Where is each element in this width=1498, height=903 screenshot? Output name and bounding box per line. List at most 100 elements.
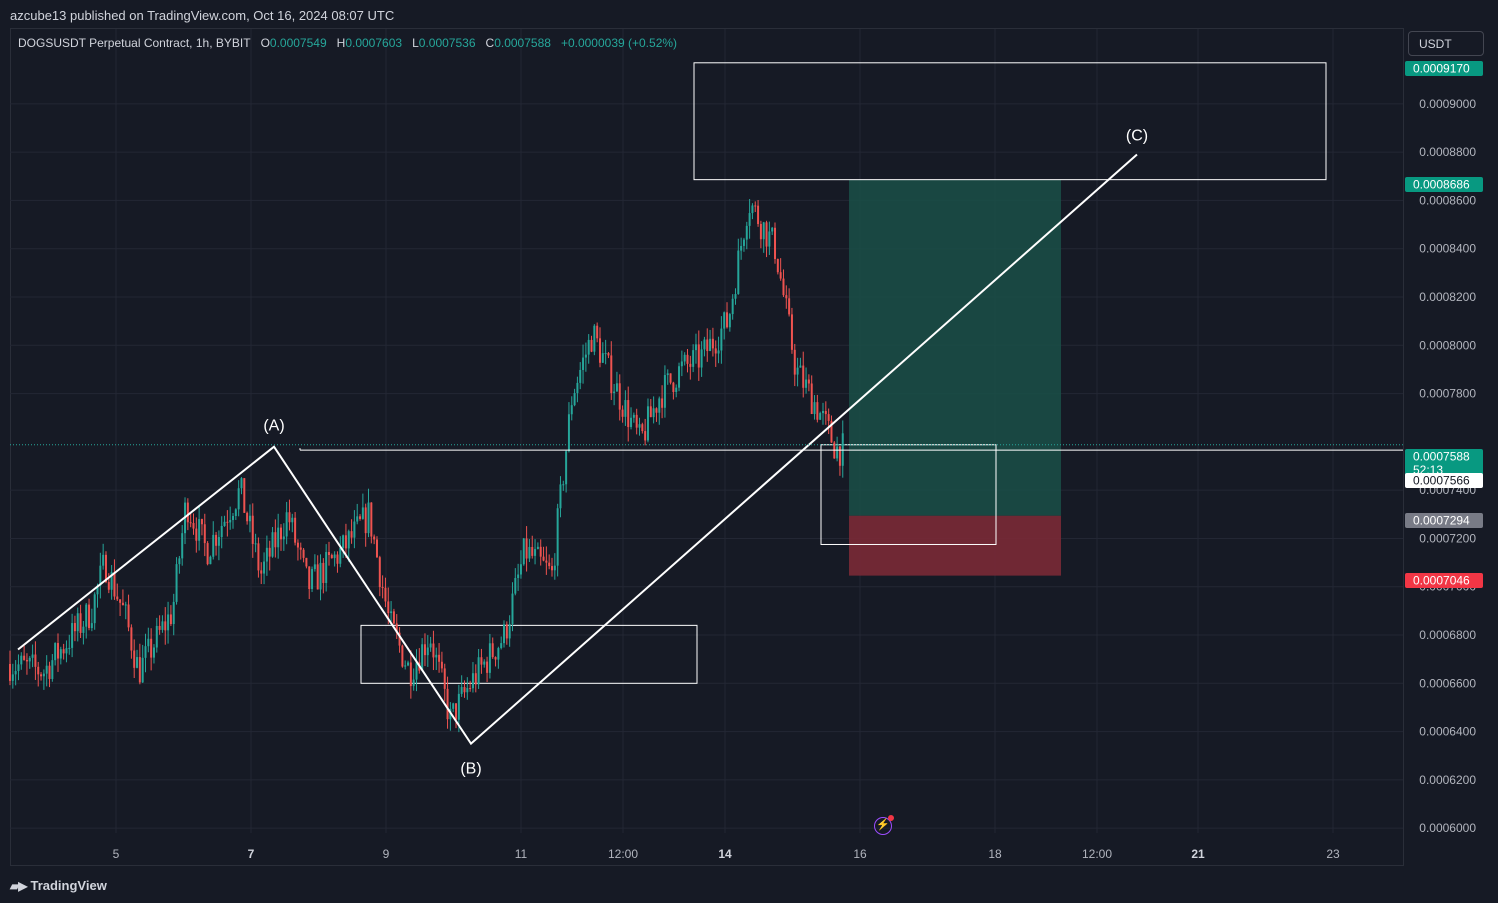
legend-high: 0.0007603 [345,36,403,50]
candle-body [308,566,311,589]
candle-body [813,402,816,415]
candle-body [367,502,370,534]
candle-body [327,552,330,556]
candle-body [655,408,658,413]
candle-body [734,294,737,299]
candle-body [740,245,743,251]
candle-body [788,298,791,315]
candle-body [562,484,565,486]
lightning-icon[interactable]: ⚡ [874,815,894,835]
candle-body [155,625,158,648]
price-label-value: 0.0008686 [1413,178,1470,192]
candle-body [172,601,175,625]
stop-zone [849,515,1061,576]
candle-body [638,424,641,428]
candle-body [274,532,277,548]
candle-body [42,673,45,677]
candle-body [37,666,40,675]
candle-body [426,647,429,656]
candle-body [714,348,717,354]
candle-body [463,687,466,693]
candle-body [666,373,669,376]
candle-body [415,662,418,680]
candle-body [344,535,347,549]
candle-body [356,516,359,522]
candle-body [339,547,342,564]
candle-body [421,644,424,671]
candle-body [387,601,390,614]
candle-body [641,424,644,432]
candle-body [333,554,336,559]
candle-body [268,547,271,557]
currency-selector[interactable]: USDT [1408,31,1484,56]
candle-body [757,205,760,224]
candle-body [23,655,26,660]
time-axis[interactable]: 5 7 9 11 12:00 14 16 18 12:00 21 23 [113,847,1340,861]
candle-body [779,272,782,279]
candle-body [765,222,768,247]
candle-body [782,278,785,296]
candle-body [584,354,587,358]
candle-body [353,521,356,538]
candle-body [412,679,415,687]
y-tick-label: 0.0006000 [1419,821,1476,835]
candle-body [553,565,556,571]
candle-body [672,382,675,393]
candle-body [632,414,635,418]
wave-label: (B) [460,761,481,778]
candle-body [195,528,198,541]
candle-body [164,621,167,631]
candle-body [322,562,325,584]
candle-body [85,604,88,627]
candle-body [189,522,192,524]
candle-body [141,657,144,683]
candle-body [604,353,607,355]
candle-body [229,520,232,523]
candle-body [830,420,833,443]
candle-body [395,623,398,633]
candle-body [192,523,195,529]
candle-body [570,405,573,415]
candle-body [203,524,206,544]
candle-body [14,670,17,675]
candle-body [838,446,841,466]
candle-body [514,578,517,594]
candle-body [381,587,384,589]
candle-body [28,657,31,662]
candle-body [401,645,404,667]
candle-body [474,673,477,685]
x-tick-label: 7 [248,847,255,861]
candle-body [62,649,65,654]
candle-body [305,557,308,567]
candle-body [45,665,48,674]
wave-drawings[interactable]: (A) (B) (C) [10,128,1403,778]
candle-body [505,624,508,639]
price-labels: 0.00091700.00086860.000758852:130.000756… [1405,61,1483,588]
y-tick-label: 0.0006600 [1419,676,1476,690]
candle-body [398,632,401,646]
candle-body [511,593,514,625]
tradingview-logo[interactable]: ▰▶ TradingView [10,878,107,893]
candle-body [751,205,754,214]
candle-body [807,379,810,384]
chart-pane[interactable] [10,28,1404,866]
candle-body [455,703,458,720]
candle-body [88,604,91,629]
candle-body [457,693,460,720]
candle-body [71,623,74,648]
candle-body [220,525,223,538]
candle-body [596,325,599,339]
x-tick-label: 12:00 [1082,847,1112,861]
candle-body [48,665,51,679]
candle-body [694,344,697,351]
drawing-zones[interactable] [360,62,1327,684]
candle-body [551,566,553,571]
candle-body [528,546,531,559]
candle-body [364,507,367,534]
candle-body [497,648,500,660]
candle-body [598,338,601,363]
candle-body [810,383,813,415]
publish-attribution: azcube13 published on TradingView.com, O… [10,8,395,23]
candle-body [11,674,14,681]
